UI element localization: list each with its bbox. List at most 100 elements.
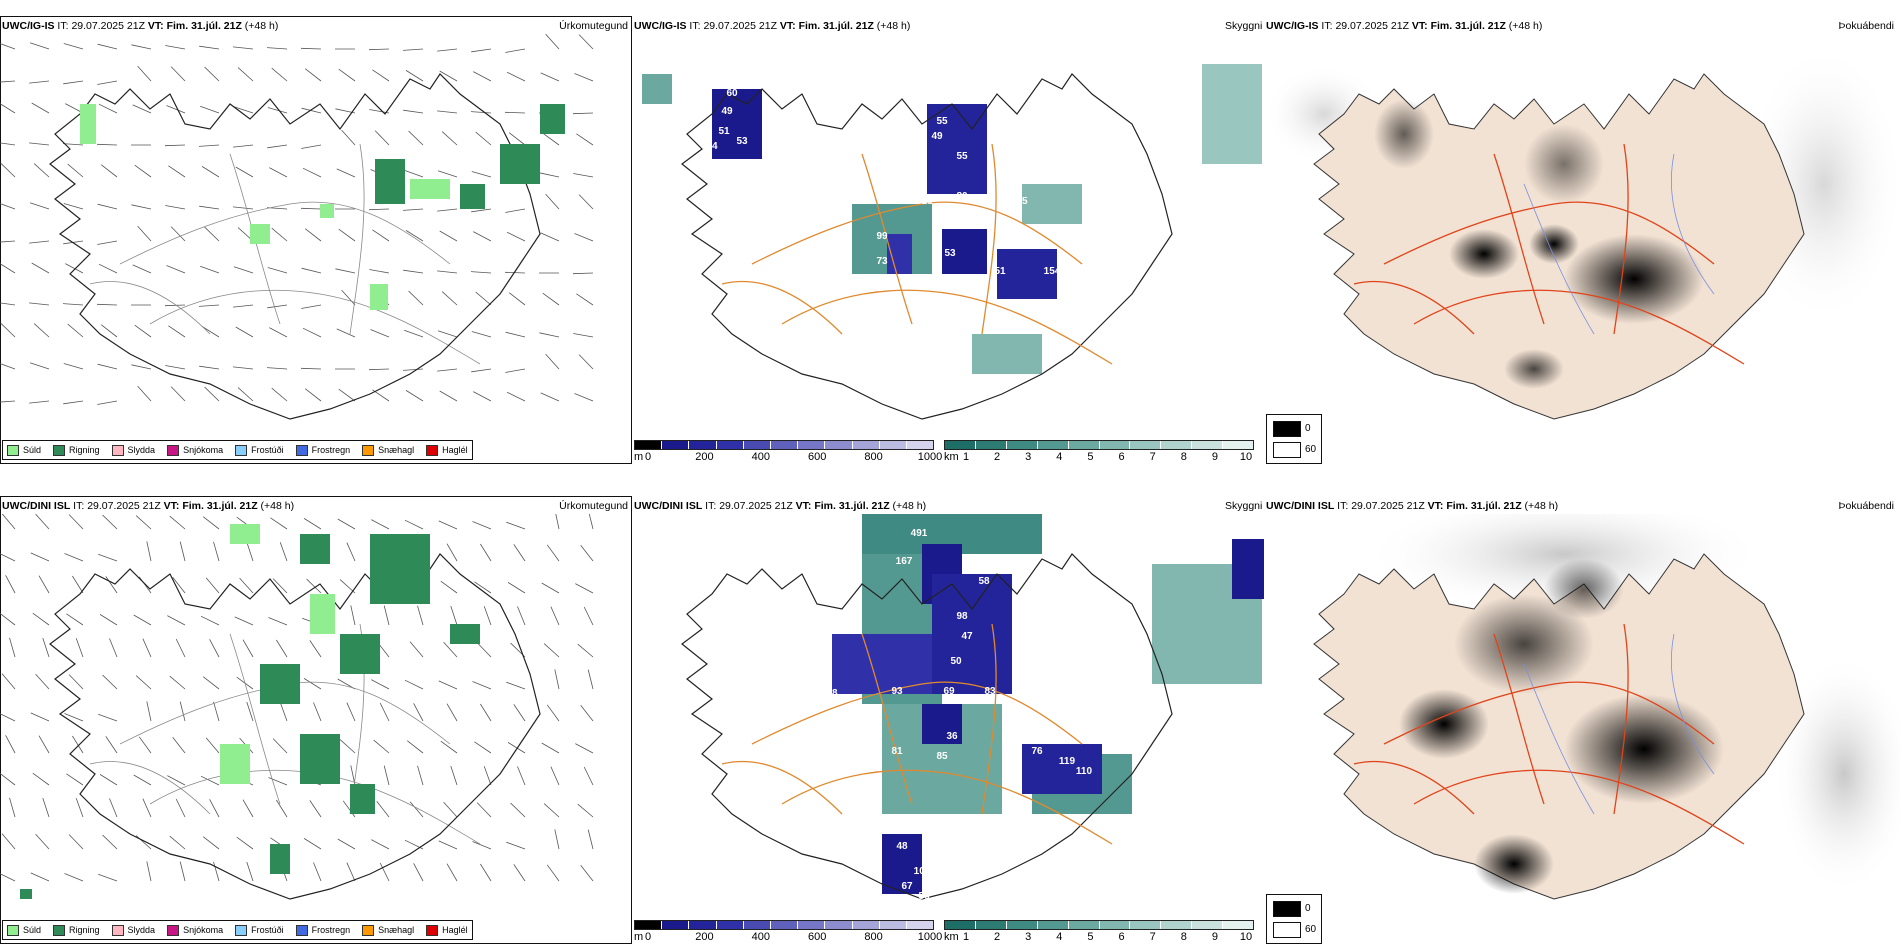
- fog-areas: [1374, 99, 1704, 389]
- wind-barb: [5, 735, 16, 754]
- ceiling-value-label: 10: [921, 196, 933, 207]
- wind-barb: [546, 864, 560, 882]
- wind-barb: [346, 862, 356, 882]
- panel-header: UWC/IG-IS IT: 29.07.2025 21Z VT: Fim. 31…: [2, 20, 278, 32]
- wind-barb: [301, 107, 322, 114]
- ceiling-colorbar-strip: [634, 920, 934, 930]
- ceiling-value-label: 67: [901, 881, 913, 892]
- init-time-value: 29.07.2025 21Z: [1335, 20, 1409, 32]
- wind-barb: [179, 541, 186, 562]
- iceland-coastline: [681, 73, 1173, 420]
- rain-area: [375, 159, 405, 204]
- wind-barb: [135, 515, 152, 530]
- precip-type-panel: UWC/IG-IS IT: 29.07.2025 21Z VT: Fim. 31…: [0, 10, 632, 465]
- wind-barb: [540, 232, 560, 242]
- rain-area: [540, 104, 565, 134]
- wind-barb: [405, 70, 424, 82]
- wind-barb: [583, 766, 594, 786]
- colorbar-tick-label: 600: [808, 451, 827, 463]
- panel-title: Þokuábendi: [1838, 500, 1894, 512]
- wind-barb: [371, 519, 390, 530]
- legend-item-snaehagl: Snæhagl: [362, 444, 414, 456]
- wind-barb: [233, 46, 254, 50]
- colorbar-tick-label: 600: [808, 931, 827, 943]
- fog-area: [1529, 224, 1579, 264]
- ceiling-value-label: 53: [944, 248, 956, 259]
- wind-barb: [99, 614, 118, 626]
- wind-barb: [505, 208, 526, 213]
- valid-time-label: VT:: [1411, 20, 1428, 32]
- wind-barb: [179, 701, 186, 722]
- wind-barb: [233, 144, 254, 148]
- wind-barb: [574, 393, 594, 402]
- colorbar-segment: [1130, 441, 1162, 449]
- wind-barb: [542, 132, 560, 146]
- rain-area: [20, 889, 32, 899]
- legend-item-frostudi: Frostúði: [235, 924, 284, 936]
- wind-barb: [404, 329, 424, 338]
- cloud-visibility-panel: UWC/IG-IS IT: 29.07.2025 21Z VT: Fim. 31…: [632, 10, 1264, 465]
- wind-barb: [66, 613, 84, 626]
- fog-area: [1564, 694, 1724, 804]
- wind-barb: [587, 829, 594, 850]
- wind-barb: [540, 392, 560, 402]
- colorbar-tick-label: 2: [994, 451, 1001, 463]
- legend-label: Súld: [23, 925, 42, 935]
- wind-barb: [403, 109, 424, 114]
- lead-time: (+48 h): [1508, 20, 1543, 32]
- wind-barb: [575, 583, 594, 594]
- wind-barb: [72, 575, 84, 594]
- init-time-label: IT:: [705, 500, 717, 512]
- wind-barb: [5, 575, 16, 594]
- wind-barb: [513, 704, 526, 722]
- rain-area: [350, 784, 375, 814]
- wind-barb: [97, 80, 118, 85]
- wind-barb: [170, 226, 186, 242]
- wind-barb: [438, 520, 458, 530]
- wind-barb: [29, 80, 50, 84]
- wind-barb: [0, 363, 16, 370]
- wind-barb: [338, 228, 356, 242]
- wind-barb: [437, 368, 458, 372]
- fog-area: [1454, 594, 1594, 694]
- panel-title: Þokuábendi: [1838, 20, 1894, 32]
- colorbar-segment: [1223, 441, 1254, 449]
- wind-barb: [166, 105, 186, 114]
- legend-item-hagel: Haglél: [426, 444, 468, 456]
- wind-barb: [504, 111, 526, 114]
- valid-time-value: Fim. 31.júl. 21Z: [814, 500, 890, 512]
- wind-barb: [471, 48, 492, 53]
- model-name: UWC/IG-IS: [2, 20, 55, 32]
- wind-barb: [402, 48, 424, 51]
- visibility-area: [1202, 64, 1262, 164]
- rain-area: [450, 624, 480, 644]
- wind-barb: [269, 167, 288, 178]
- ceiling-area: [1022, 744, 1102, 794]
- fog-legend: 0 60: [1266, 894, 1322, 944]
- ceiling-unit: m: [634, 931, 644, 943]
- wind-barb: [66, 773, 84, 786]
- wind-barb: [233, 304, 254, 308]
- ceiling-value-label: 491: [911, 528, 928, 539]
- wind-barb: [239, 577, 254, 594]
- fog-index-panel: UWC/DINI ISL IT: 29.07.2025 21Z VT: Fim.…: [1264, 490, 1900, 945]
- wind-barb: [405, 230, 424, 242]
- colorbar-segment: [770, 921, 799, 929]
- wind-barb: [204, 386, 220, 402]
- wind-barb: [550, 606, 560, 626]
- wind-barb: [133, 614, 152, 626]
- visibility-area: [972, 334, 1042, 374]
- wind-barb: [9, 797, 16, 818]
- legend-swatch: [7, 444, 19, 456]
- colorbar-tick-label: 1: [962, 451, 970, 463]
- ceiling-value-label: 77: [1041, 116, 1053, 127]
- fog-legend-min: 0: [1305, 423, 1311, 434]
- wind-barb: [235, 166, 254, 178]
- colorbar-tick-label: 8: [1180, 931, 1187, 943]
- colorbar-tick-label: 10: [1239, 931, 1253, 943]
- legend-swatch: [53, 444, 66, 456]
- wind-barb: [175, 798, 186, 818]
- ceiling-ticks: 0 200 400 600 800 1000: [645, 931, 942, 944]
- wind-barb: [266, 47, 288, 50]
